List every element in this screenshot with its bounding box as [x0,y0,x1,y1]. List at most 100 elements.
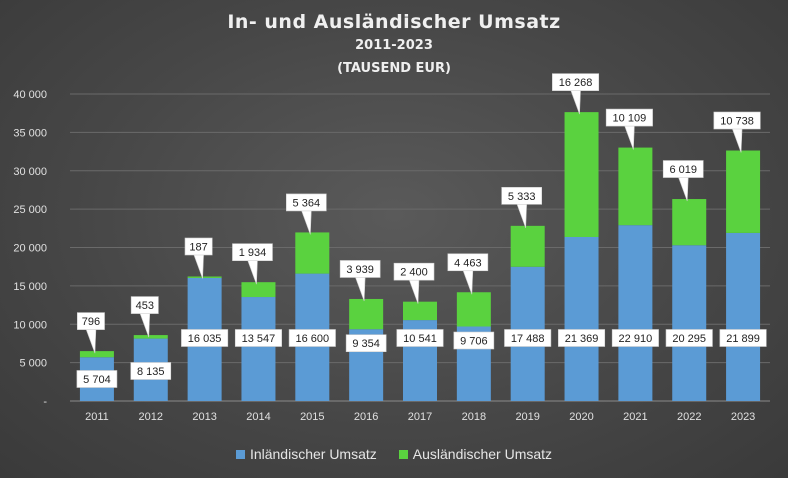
x-tick-label: 2023 [731,411,755,423]
bar-foreign [564,112,599,237]
bar-foreign [133,335,168,339]
x-tick-label: 2017 [408,411,432,423]
data-label-domestic: 22 910 [619,333,653,345]
legend-item-foreign: Ausländischer Umsatz [398,446,553,462]
y-tick-label: 10 000 [13,319,47,331]
data-label-foreign-pointer [516,203,528,228]
y-tick-label: 40 000 [13,89,47,101]
data-label-foreign: 10 109 [613,113,647,125]
bar-domestic [672,245,707,401]
bar-domestic [564,236,599,401]
data-label-foreign-pointer [300,209,312,235]
x-tick-label: 2018 [462,411,486,423]
data-label-domestic-box [130,362,172,380]
data-label-foreign-pointer [85,328,97,354]
data-label-foreign-box [130,296,159,314]
data-label-foreign: 3 939 [346,264,374,276]
data-label-foreign-box [232,243,273,261]
data-label-domestic: 16 035 [188,333,222,345]
x-tick-label: 2020 [569,411,593,423]
data-label-foreign-pointer [139,312,151,338]
x-tick-label: 2019 [515,411,539,423]
data-label-domestic-box [396,329,444,347]
data-label-foreign-box [286,193,327,212]
data-label-domestic-box [345,334,387,353]
x-tick-label: 2022 [677,411,701,423]
data-label-foreign-pointer [623,124,635,150]
y-tick-label: 15 000 [13,281,47,293]
legend-swatch-domestic [235,449,245,459]
data-label-foreign-box [447,253,489,272]
data-label-domestic: 5 704 [83,374,111,386]
data-label-foreign: 4 463 [454,257,482,269]
data-label-foreign-box [605,108,653,127]
x-tick-label: 2021 [623,411,647,423]
bar-foreign [456,292,491,327]
data-label-foreign-box [393,262,435,281]
data-label-domestic: 16 600 [295,333,329,345]
data-label-foreign-pointer [570,89,581,115]
bar-domestic [618,225,653,401]
bar-foreign [79,351,114,358]
data-label-domestic: 21 899 [726,333,760,345]
data-label-foreign: 1 934 [239,247,267,259]
y-tick-label: 20 000 [13,243,47,255]
data-label-domestic-box [611,329,659,347]
data-label-foreign: 10 738 [720,116,754,128]
data-label-domestic: 10 541 [403,333,437,345]
data-label-domestic-box [558,329,606,347]
chart-title: In- und Ausländischer Umsatz [227,11,561,33]
data-label-foreign-pointer [193,253,204,279]
data-label-foreign-pointer [677,176,689,202]
data-label-domestic: 9 706 [460,336,488,348]
bar-foreign [349,298,384,330]
legend-item-domestic: Inländischer Umsatz [235,446,377,462]
data-label-foreign-box [713,111,761,130]
x-tick-label: 2011 [85,411,109,423]
data-label-domestic-box [234,329,282,347]
bar-foreign [672,199,707,246]
data-label-foreign-box [339,260,381,278]
legend-label-foreign: Ausländischer Umsatz [412,446,553,462]
data-label-foreign: 187 [189,241,207,253]
data-label-foreign-box [552,73,600,91]
data-label-domestic-box [665,329,713,347]
data-label-foreign: 6 019 [669,164,697,176]
data-label-foreign-box [77,312,105,330]
bar-foreign [187,276,222,278]
data-label-foreign-pointer [247,259,258,285]
bar-foreign [510,225,545,267]
chart-unit-label: (TAUSEND EUR) [337,61,451,76]
x-tick-label: 2014 [246,411,270,423]
data-label-domestic-box [181,329,229,347]
data-label-foreign-pointer [462,269,474,295]
x-tick-label: 2013 [192,411,216,423]
chart-legend: Inländischer Umsatz Ausländischer Umsatz [0,446,788,462]
data-label-domestic-box [76,370,118,388]
y-tick-label: - [43,396,47,408]
bar-foreign [241,282,276,298]
bar-domestic [726,232,761,401]
x-tick-label: 2016 [354,411,378,423]
data-label-domestic: 9 354 [352,338,380,350]
data-label-foreign-box [184,237,213,256]
data-label-domestic: 17 488 [511,333,545,345]
y-tick-label: 30 000 [13,166,47,178]
data-label-domestic: 8 135 [137,366,165,378]
data-label-foreign-pointer [354,276,366,302]
data-label-foreign: 796 [82,316,100,328]
data-label-domestic: 20 295 [672,333,706,345]
data-label-foreign: 16 268 [559,77,593,89]
data-label-domestic-box [504,329,552,347]
bar-foreign [618,147,653,226]
data-label-domestic-box [288,329,336,347]
bar-domestic [241,297,276,401]
data-label-domestic-box [719,329,767,347]
data-label-foreign-pointer [731,127,743,153]
bar-foreign [726,150,761,233]
bar-foreign [295,232,330,274]
chart-subtitle: 2011-2023 [355,38,433,53]
data-label-foreign-box [662,160,704,178]
